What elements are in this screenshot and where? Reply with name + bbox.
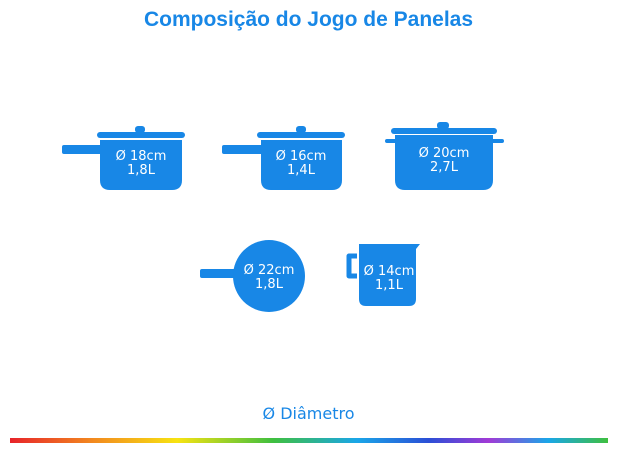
- item-diameter: Ø 16cm: [275, 149, 327, 164]
- diameter-legend: Ø Diâmetro: [262, 404, 355, 423]
- item-label-saucepan-16: Ø 16cm 1,4L: [262, 150, 340, 178]
- page-title: Composição do Jogo de Panelas: [143, 8, 474, 31]
- item-label-frying-pan-22: Ø 22cm 1,8L: [233, 264, 305, 292]
- frying-pan-22-icon: [200, 240, 305, 312]
- item-diameter: Ø 22cm: [243, 263, 295, 278]
- item-capacity: 1,4L: [287, 163, 315, 178]
- item-diameter: Ø 18cm: [115, 149, 167, 164]
- item-diameter: Ø 20cm: [418, 146, 470, 161]
- milk-jug-14-icon: [346, 244, 420, 306]
- item-capacity: 1,8L: [255, 277, 283, 292]
- item-label-stockpot-20: Ø 20cm 2,7L: [400, 147, 488, 175]
- item-capacity: 1,8L: [127, 163, 155, 178]
- saucepan-18-icon: [62, 126, 185, 190]
- item-capacity: 1,1L: [375, 278, 403, 293]
- saucepan-16-icon: [222, 126, 345, 190]
- item-diameter: Ø 14cm: [363, 264, 415, 279]
- item-capacity: 2,7L: [430, 160, 458, 175]
- stockpot-20-icon: [385, 122, 504, 190]
- item-label-milk-jug-14: Ø 14cm 1,1L: [359, 265, 419, 293]
- rainbow-divider: [10, 438, 608, 443]
- item-label-saucepan-18: Ø 18cm 1,8L: [102, 150, 180, 178]
